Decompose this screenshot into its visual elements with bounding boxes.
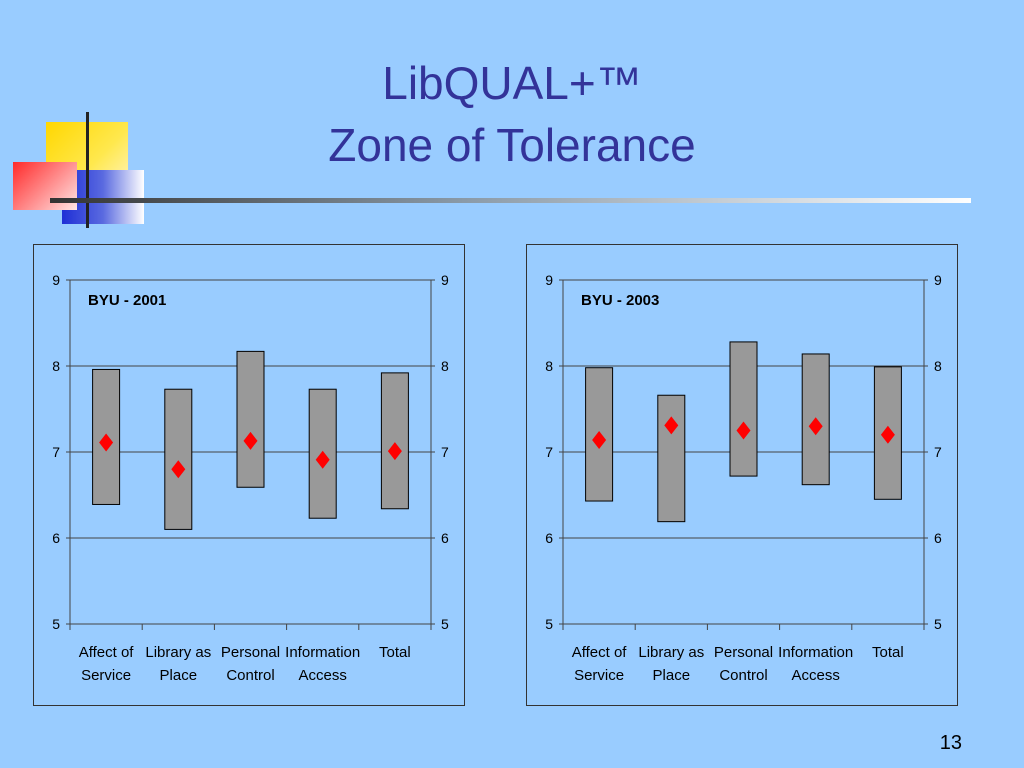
y-tick-label: 5 xyxy=(52,616,60,632)
perceived-marker xyxy=(664,416,679,435)
tolerance-bar xyxy=(729,341,758,477)
slide-title-line2: Zone of Tolerance xyxy=(328,119,696,171)
perceived-marker xyxy=(808,417,823,436)
y-tick-label: 8 xyxy=(52,358,60,374)
chart-title: BYU - 2001 xyxy=(88,292,166,309)
tolerance-bar xyxy=(164,388,193,530)
y-tick-label: 9 xyxy=(545,272,553,288)
chart-svg-2003: 5 5 6 6 7 7 8 8 9 9 Affect of Service Library as Plac… xyxy=(545,272,942,684)
x-category-label: Total xyxy=(379,644,411,661)
y-tick-label-right: 5 xyxy=(441,616,449,632)
y-tick-label: 7 xyxy=(545,444,553,460)
tolerance-bar xyxy=(657,394,686,523)
x-category-label: Personal xyxy=(714,644,773,661)
perceived-marker xyxy=(880,425,895,444)
perceived-marker xyxy=(243,431,258,450)
perceived-marker xyxy=(387,442,402,461)
x-category-label: Affect of xyxy=(79,644,135,661)
x-category-label: Information xyxy=(778,644,853,661)
slide-title-line1: LibQUAL+™ xyxy=(382,57,642,109)
perceived-marker xyxy=(736,421,751,440)
x-category-label: Place xyxy=(160,667,198,684)
y-tick-label-right: 7 xyxy=(934,444,942,460)
title-divider xyxy=(50,198,971,203)
x-category-label: Total xyxy=(872,644,904,661)
x-category-label: Service xyxy=(81,667,131,684)
y-tick-label: 6 xyxy=(545,530,553,546)
y-tick-label-right: 7 xyxy=(441,444,449,460)
x-category-label: Personal xyxy=(221,644,280,661)
y-tick-label: 9 xyxy=(52,272,60,288)
x-category-label: Control xyxy=(226,667,274,684)
x-category-label: Service xyxy=(574,667,624,684)
y-tick-label-right: 9 xyxy=(934,272,942,288)
chart-title: BYU - 2003 xyxy=(581,292,659,309)
x-category-label: Library as xyxy=(638,644,704,661)
x-category-label: Place xyxy=(653,667,691,684)
y-tick-label-right: 5 xyxy=(934,616,942,632)
x-category-label: Control xyxy=(719,667,767,684)
chart-byu-2003: 5 5 6 6 7 7 8 8 9 9 Affect of Service Library as Plac… xyxy=(526,244,958,706)
perceived-marker xyxy=(171,460,186,479)
y-tick-label-right: 9 xyxy=(441,272,449,288)
perceived-marker xyxy=(99,433,114,452)
y-tick-label: 5 xyxy=(545,616,553,632)
page-number: 13 xyxy=(939,732,962,754)
x-category-label: Library as xyxy=(145,644,211,661)
x-category-label: Access xyxy=(792,667,840,684)
chart-svg-2001: 5 5 6 6 7 7 8 8 9 9 Affect of Service Library as Plac… xyxy=(52,272,449,684)
y-tick-label: 7 xyxy=(52,444,60,460)
y-tick-label-right: 6 xyxy=(934,530,942,546)
y-tick-label-right: 8 xyxy=(441,358,449,374)
tolerance-bar xyxy=(380,372,409,510)
y-tick-label: 6 xyxy=(52,530,60,546)
perceived-marker xyxy=(592,430,607,449)
logo-vertical-line xyxy=(86,112,89,228)
y-tick-label-right: 8 xyxy=(934,358,942,374)
chart-byu-2001: 5 5 6 6 7 7 8 8 9 9 Affect of Service Library as Plac… xyxy=(33,244,465,706)
y-tick-label-right: 6 xyxy=(441,530,449,546)
tolerance-bar xyxy=(236,350,265,488)
tolerance-bar xyxy=(585,367,614,502)
x-category-label: Affect of xyxy=(572,644,628,661)
x-category-label: Information xyxy=(285,644,360,661)
y-tick-label: 8 xyxy=(545,358,553,374)
perceived-marker xyxy=(315,450,330,469)
x-category-label: Access xyxy=(299,667,347,684)
